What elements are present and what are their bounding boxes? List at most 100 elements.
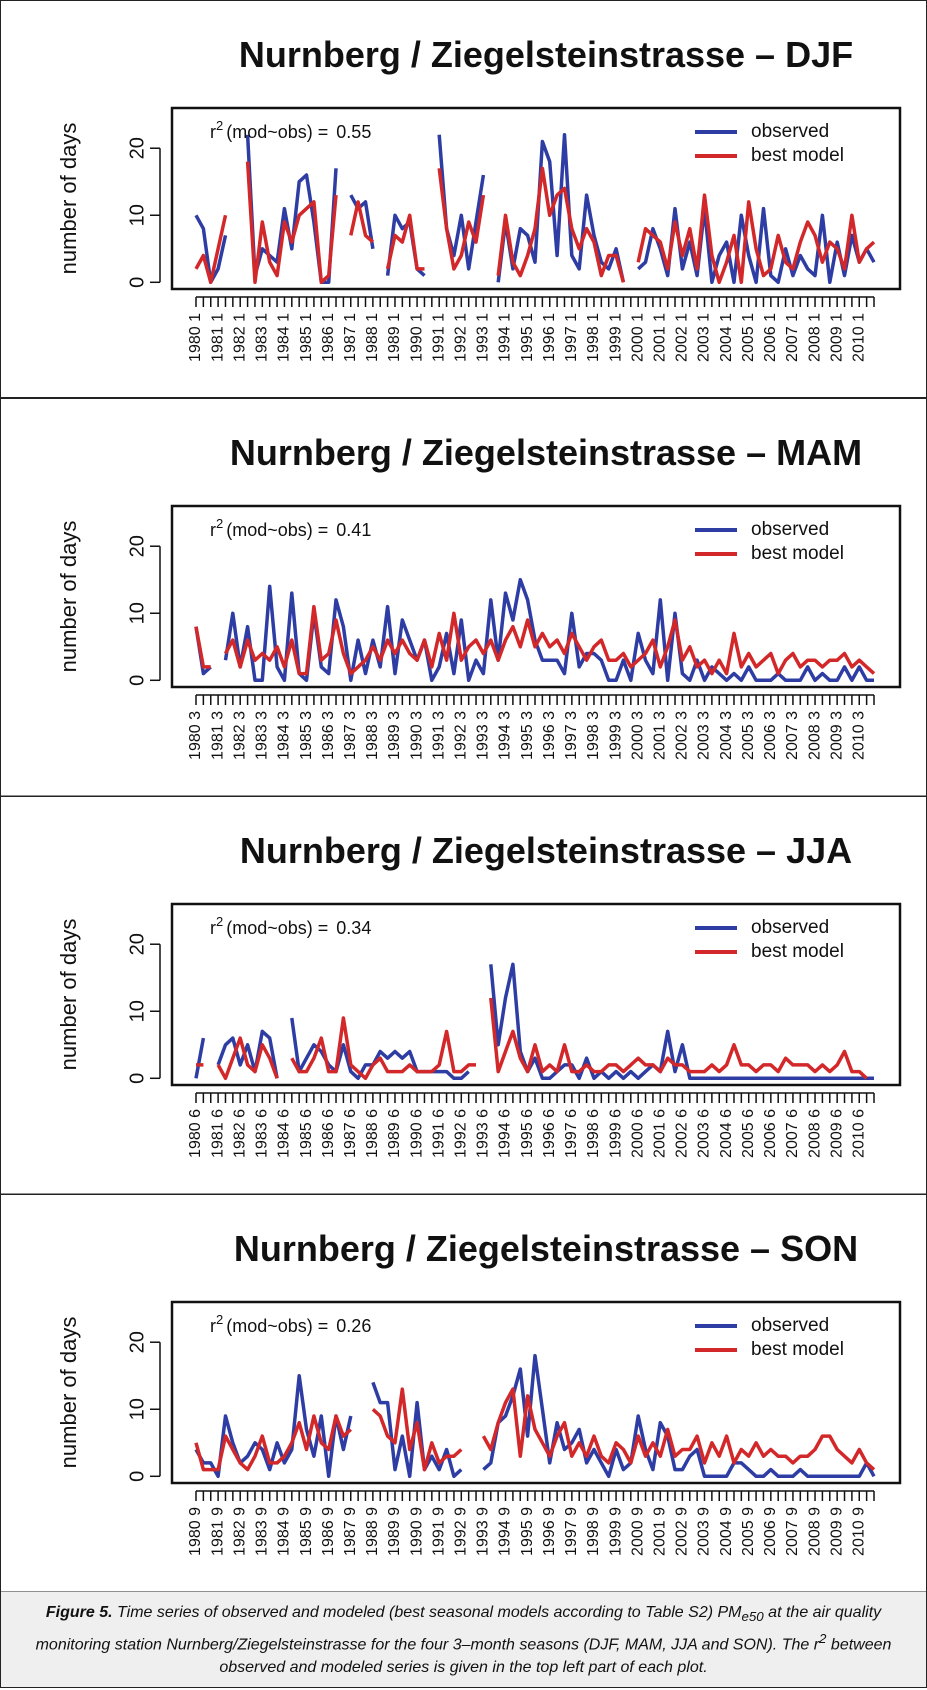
- x-tick-label: 2001 3: [652, 711, 669, 760]
- x-tick-label: 2006 9: [762, 1507, 779, 1556]
- y-axis-label: number of days: [56, 1317, 81, 1469]
- x-tick-label: 1999 9: [607, 1507, 624, 1556]
- plot-frame: [170, 1300, 902, 1485]
- x-tick-label: 1988 6: [364, 1109, 381, 1158]
- x-tick-label: 1993 1: [475, 313, 492, 362]
- x-tick-label: 1998 1: [585, 313, 602, 362]
- x-tick-label: 1985 1: [298, 313, 315, 362]
- r-value: 0.41: [336, 520, 371, 540]
- caption-label: Figure 5.: [45, 1604, 113, 1621]
- x-tick-label: 1983 3: [254, 711, 271, 760]
- r-text: (mod~obs) =: [226, 520, 328, 540]
- x-tick-label: 1982 1: [231, 313, 248, 362]
- r-squared-annotation: r2 (mod~obs) = 0.34: [210, 914, 371, 938]
- y-axis-label: number of days: [56, 521, 81, 673]
- x-tick-label: 1984 1: [276, 313, 293, 362]
- r-text: (mod~obs) =: [226, 1316, 328, 1336]
- x-tick-label: 2010 1: [850, 313, 867, 362]
- x-tick-label: 1982 6: [231, 1109, 248, 1158]
- x-tick-label: 2002 1: [674, 313, 691, 362]
- r-symbol: r: [210, 520, 216, 540]
- x-tick-label: 1984 6: [276, 1109, 293, 1158]
- x-tick-label: 2010 3: [850, 711, 867, 760]
- chart-title: Nurnberg / Ziegelsteinstrasse – MAM: [230, 432, 862, 473]
- x-tick-label: 1987 1: [342, 313, 359, 362]
- plot-frame: [170, 902, 902, 1087]
- x-tick-label: 1983 1: [254, 313, 271, 362]
- x-tick-label: 2005 3: [740, 711, 757, 760]
- chart-panel: Nurnberg / Ziegelsteinstrasse – JJA01020…: [0, 796, 927, 1194]
- x-tick-label: 1998 6: [585, 1109, 602, 1158]
- x-tick-label: 1985 6: [298, 1109, 315, 1158]
- x-tick-label: 2001 6: [652, 1109, 669, 1158]
- x-tick-label: 1987 6: [342, 1109, 359, 1158]
- series-line: [196, 997, 868, 1081]
- caption-text: at the air quality monitoring station Nu…: [35, 1604, 882, 1654]
- x-tick-label: 2004 1: [718, 313, 735, 362]
- x-tick-label: 1986 9: [320, 1507, 337, 1556]
- x-tick-label: 1988 1: [364, 313, 381, 362]
- x-tick-label: 2000 9: [629, 1507, 646, 1556]
- x-tick-label: 2008 1: [806, 313, 823, 362]
- caption-sup: 2: [819, 1631, 827, 1647]
- x-tick-label: 2007 6: [784, 1109, 801, 1158]
- x-tick-label: 2005 6: [740, 1109, 757, 1158]
- x-tick-label: 1990 1: [408, 313, 425, 362]
- x-tick-label: 1981 6: [209, 1109, 226, 1158]
- x-tick-label: 1998 9: [585, 1507, 602, 1556]
- y-tick-label: 0: [126, 1471, 148, 1482]
- x-tick-label: 1997 9: [563, 1507, 580, 1556]
- x-tick-label: 1989 9: [386, 1507, 403, 1556]
- x-tick-label: 1992 1: [453, 313, 470, 362]
- x-tick-label: 1985 9: [298, 1507, 315, 1556]
- series-line: [194, 1387, 876, 1472]
- x-tick-label: 1995 6: [519, 1109, 536, 1158]
- x-tick-label: 2010 6: [850, 1109, 867, 1158]
- x-tick-label: 1991 1: [430, 313, 447, 362]
- y-tick-label: 10: [126, 602, 148, 624]
- caption-sub: e50: [741, 1609, 764, 1625]
- x-tick-label: 1997 1: [563, 313, 580, 362]
- y-tick-label: 20: [126, 137, 148, 159]
- x-tick-label: 1981 9: [209, 1507, 226, 1556]
- x-tick-label: 1999 3: [607, 711, 624, 760]
- y-tick-label: 20: [126, 535, 148, 557]
- x-tick-label: 2008 9: [806, 1507, 823, 1556]
- figure: Nurnberg / Ziegelsteinstrasse – DJF 0 10 20…: [0, 0, 927, 1592]
- series-line: [194, 1353, 876, 1479]
- x-tick-label: 1995 3: [519, 711, 536, 760]
- legend-label: observed: [751, 121, 829, 142]
- x-tick-label: 1982 3: [231, 711, 248, 760]
- r-text: (mod~obs) =: [226, 122, 328, 142]
- x-tick-label: 1999 1: [607, 313, 624, 362]
- plot-frame: [170, 106, 902, 291]
- x-tick-label: 1992 9: [453, 1507, 470, 1556]
- y-tick-label: 0: [126, 675, 148, 686]
- x-tick-label: 2002 9: [674, 1507, 691, 1556]
- x-tick-label: 2001 1: [652, 313, 669, 362]
- x-tick-label: 1981 3: [209, 711, 226, 760]
- x-tick-label: 2006 1: [762, 313, 779, 362]
- x-tick-label: 1988 9: [364, 1507, 381, 1556]
- chart-title: Nurnberg / Ziegelsteinstrasse – JJA: [240, 830, 852, 871]
- y-tick-label: 0: [126, 1073, 148, 1084]
- legend-label: best model: [751, 543, 844, 564]
- x-tick-label: 1991 3: [430, 711, 447, 760]
- x-tick-label: 2009 9: [828, 1507, 845, 1556]
- chart-panel: Nurnberg / Ziegelsteinstrasse – SON01020…: [0, 1194, 927, 1592]
- legend-label: best model: [751, 941, 844, 962]
- x-tick-label: 1994 1: [497, 313, 514, 362]
- r-squared-annotation: r2 (mod~obs) = 0.26: [210, 1312, 371, 1336]
- x-tick-label: 1996 6: [541, 1109, 558, 1158]
- x-tick-label: 1998 3: [585, 711, 602, 760]
- x-tick-label: 1984 9: [276, 1507, 293, 1556]
- series-line: [194, 962, 874, 1081]
- x-tick-label: 2000 1: [629, 313, 646, 362]
- chart-title: Nurnberg / Ziegelsteinstrasse – DJF: [239, 34, 853, 75]
- x-tick-label: 2000 3: [629, 711, 646, 760]
- x-tick-label: 1986 3: [320, 711, 337, 760]
- legend-label: observed: [751, 519, 829, 540]
- r-text: (mod~obs) =: [226, 918, 328, 938]
- y-axis-label: number of days: [56, 919, 81, 1071]
